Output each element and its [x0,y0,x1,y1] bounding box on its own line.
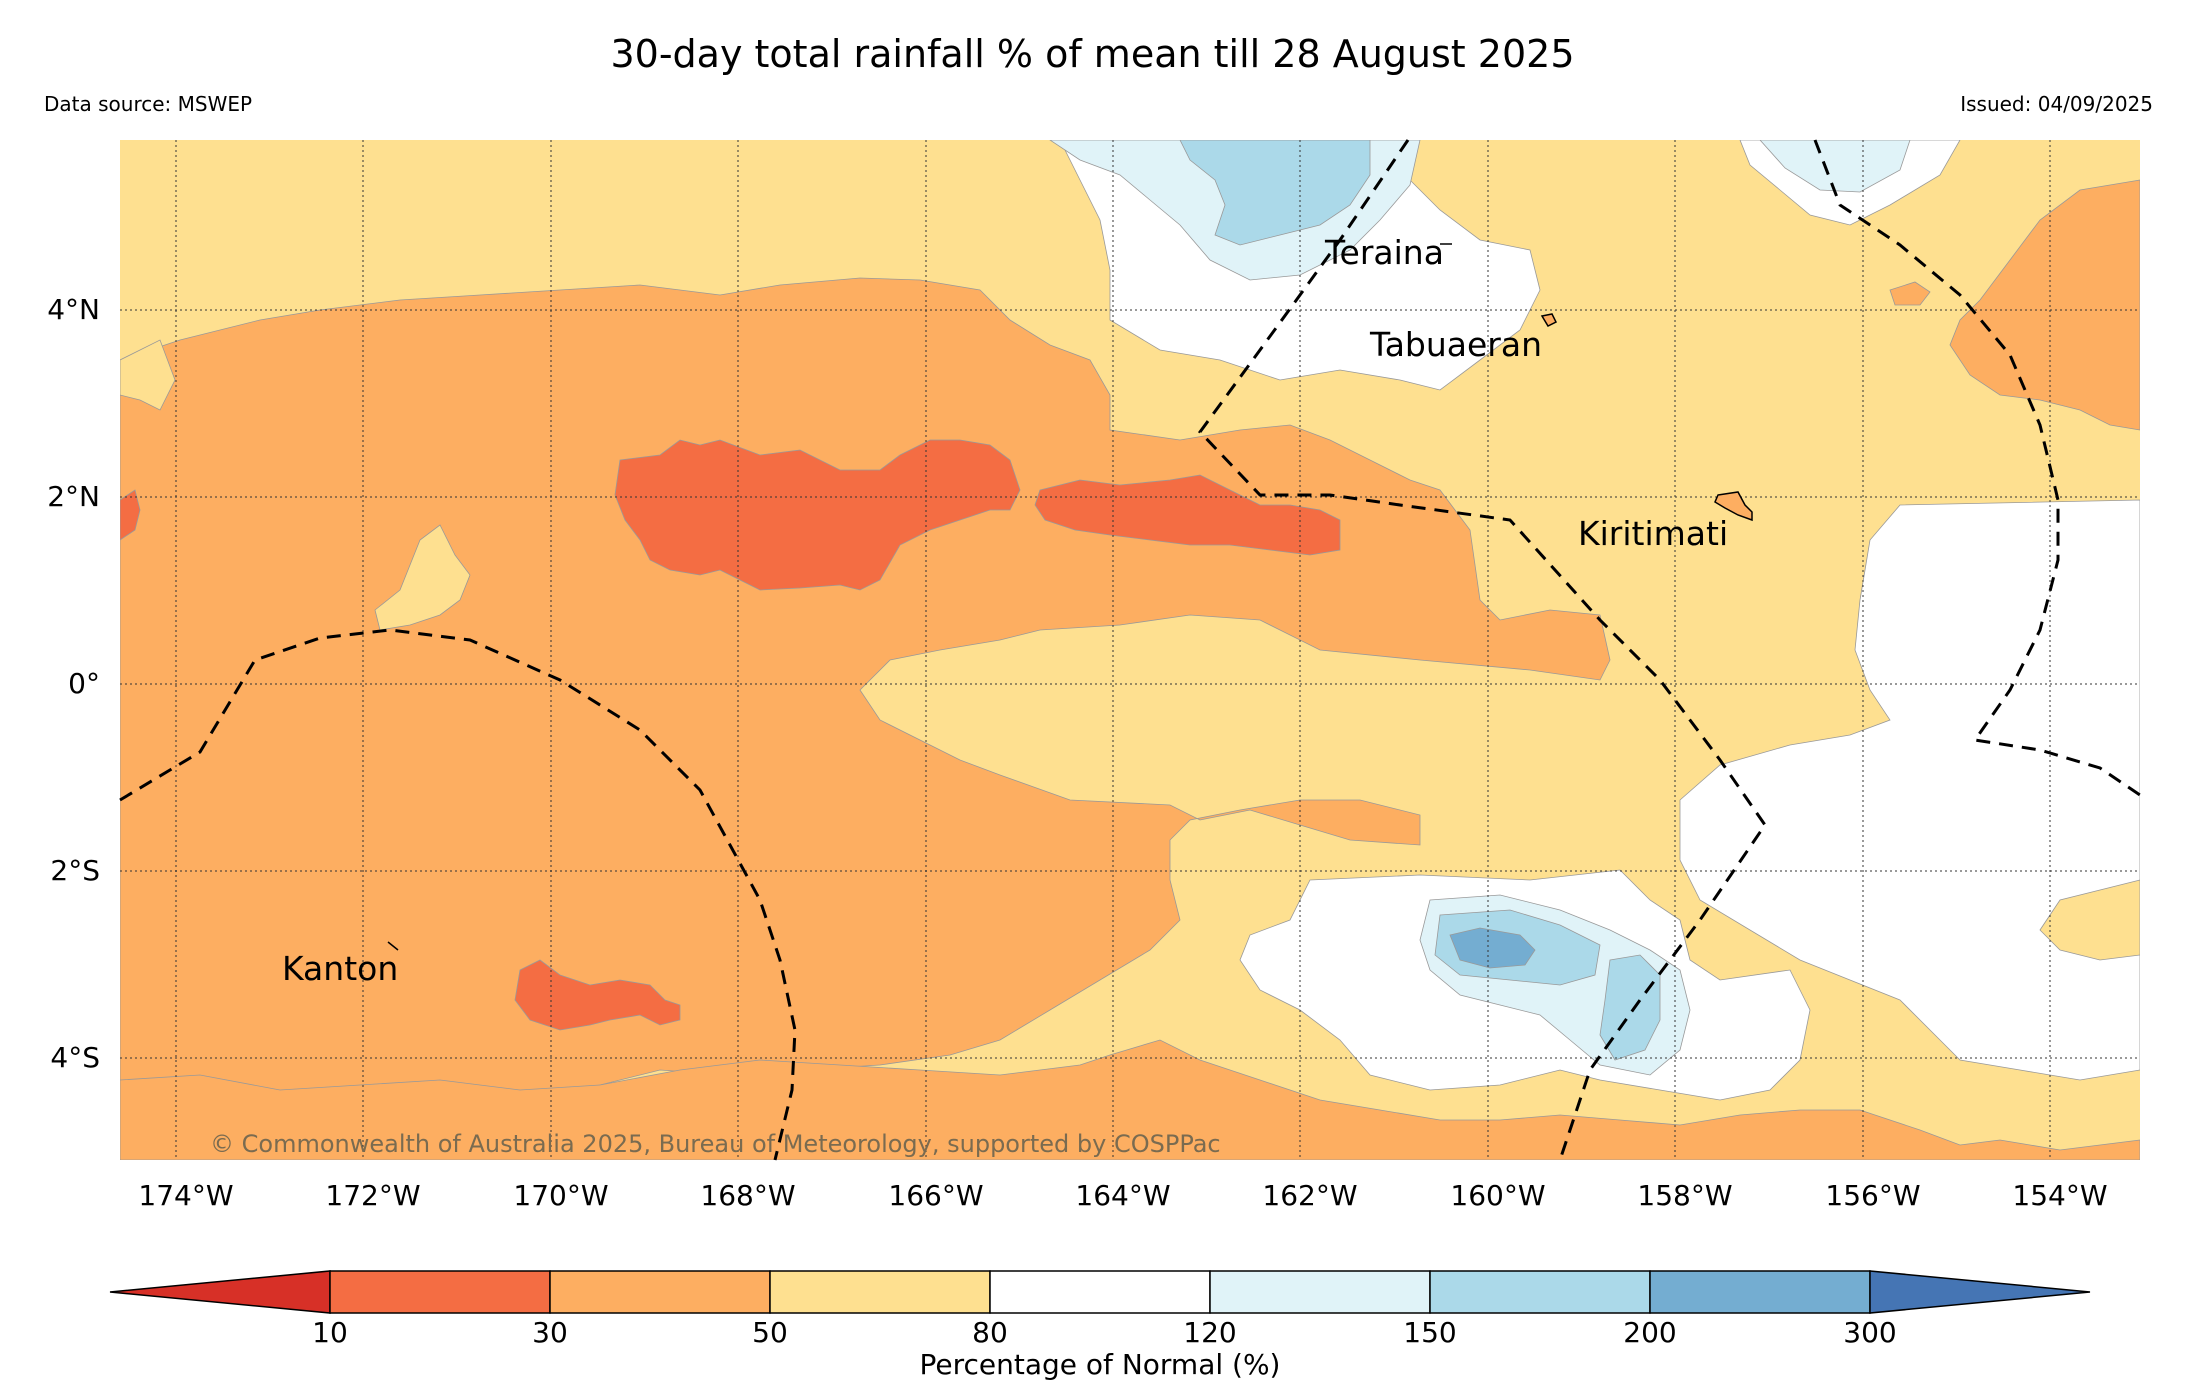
kiritimati-island [1714,491,1753,522]
field-30-50-south-strip [120,1039,2140,1160]
place-label-kanton: Kanton [282,949,398,988]
issued-date-note: Issued: 04/09/2025 [1960,92,2153,116]
lat-tick-label: 4°N [47,293,100,326]
field-150-200-north [1179,140,1371,246]
lon-tick-label: 172°W [325,1179,420,1212]
field-blue-ne [1759,140,1911,193]
lat-tick-label: 2°S [50,854,100,887]
lon-tick-label: 166°W [888,1179,983,1212]
colorbar-bin [1649,1270,1871,1314]
gridlines [120,140,2140,1160]
map-title: 30-day total rainfall % of mean till 28 … [610,32,1575,76]
colorbar-tick-label: 30 [532,1316,568,1349]
eez-boundary-line-west [1198,139,1767,1161]
colorbar-bin [1429,1270,1651,1314]
lat-tick-labels: 4°N 2°N 0° 2°S 4°S [47,293,100,1074]
place-label-teraina: Teraina [1324,233,1444,272]
lon-tick-label: 158°W [1637,1179,1732,1212]
colorbar-tick-label: 200 [1623,1316,1676,1349]
lat-tick-label: 0° [68,667,100,700]
lon-tick-label: 156°W [1825,1179,1920,1212]
colorbar: 10 30 50 80 120 150 200 300 Percentage o… [109,1270,2091,1380]
field-30-50-ne [1949,179,2140,431]
data-source-note: Data source: MSWEP [44,92,253,116]
colorbar-bin [1209,1270,1431,1314]
colorbar-tick-label: 150 [1403,1316,1456,1349]
colorbar-bin [329,1270,551,1314]
lon-tick-label: 154°W [2012,1179,2107,1212]
field-50-80-west-island [374,524,471,631]
tabuaeran-island [1540,313,1558,327]
field-50-80-west-edge [120,339,176,411]
lon-tick-labels: 174°W 172°W 170°W 168°W 166°W 164°W 162°… [138,1179,2107,1212]
colorbar-bin [549,1270,771,1314]
lat-tick-label: 4°S [50,1041,100,1074]
eez-boundaries [119,139,2141,1161]
field-30-50-ne-dot [1889,281,1931,306]
field-10-30-west-edge [120,489,141,541]
field-200-300-south [1449,927,1536,969]
lon-tick-label: 162°W [1262,1179,1357,1212]
lon-tick-label: 164°W [1075,1179,1170,1212]
colorbar-bin [769,1270,991,1314]
colorbar-tick-label: 80 [972,1316,1008,1349]
eez-boundary-line-east [1813,139,2141,797]
field-80-120-east [1679,499,2140,1081]
islands [387,243,1753,951]
field-10-30-kanton [514,959,681,1031]
field-10-30-central-b [1034,474,1341,556]
field-10-30-central [614,439,1021,591]
colorbar-tick-label: 300 [1843,1316,1896,1349]
colorbar-extend-low [109,1270,331,1314]
lon-tick-label: 160°W [1450,1179,1545,1212]
colorbar-label: Percentage of Normal (%) [920,1348,1281,1380]
colorbar-bin [989,1270,1211,1314]
colorbar-tick-label: 10 [312,1316,348,1349]
colorbar-tick-label: 120 [1183,1316,1236,1349]
copyright-note: © Commonwealth of Australia 2025, Bureau… [210,1130,1221,1158]
lat-tick-label: 2°N [47,480,100,513]
rainfall-fields [120,140,2140,1160]
field-150-200-south-b [1599,954,1661,1061]
colorbar-extend-high [1869,1270,2091,1314]
lon-tick-label: 168°W [700,1179,795,1212]
place-label-kiritimati: Kiritimati [1578,514,1728,553]
lon-tick-label: 170°W [513,1179,608,1212]
colorbar-tick-label: 50 [752,1316,788,1349]
place-label-tabuaeran: Tabuaeran [1369,325,1542,364]
kanton-island [387,941,399,951]
lon-tick-label: 174°W [138,1179,233,1212]
